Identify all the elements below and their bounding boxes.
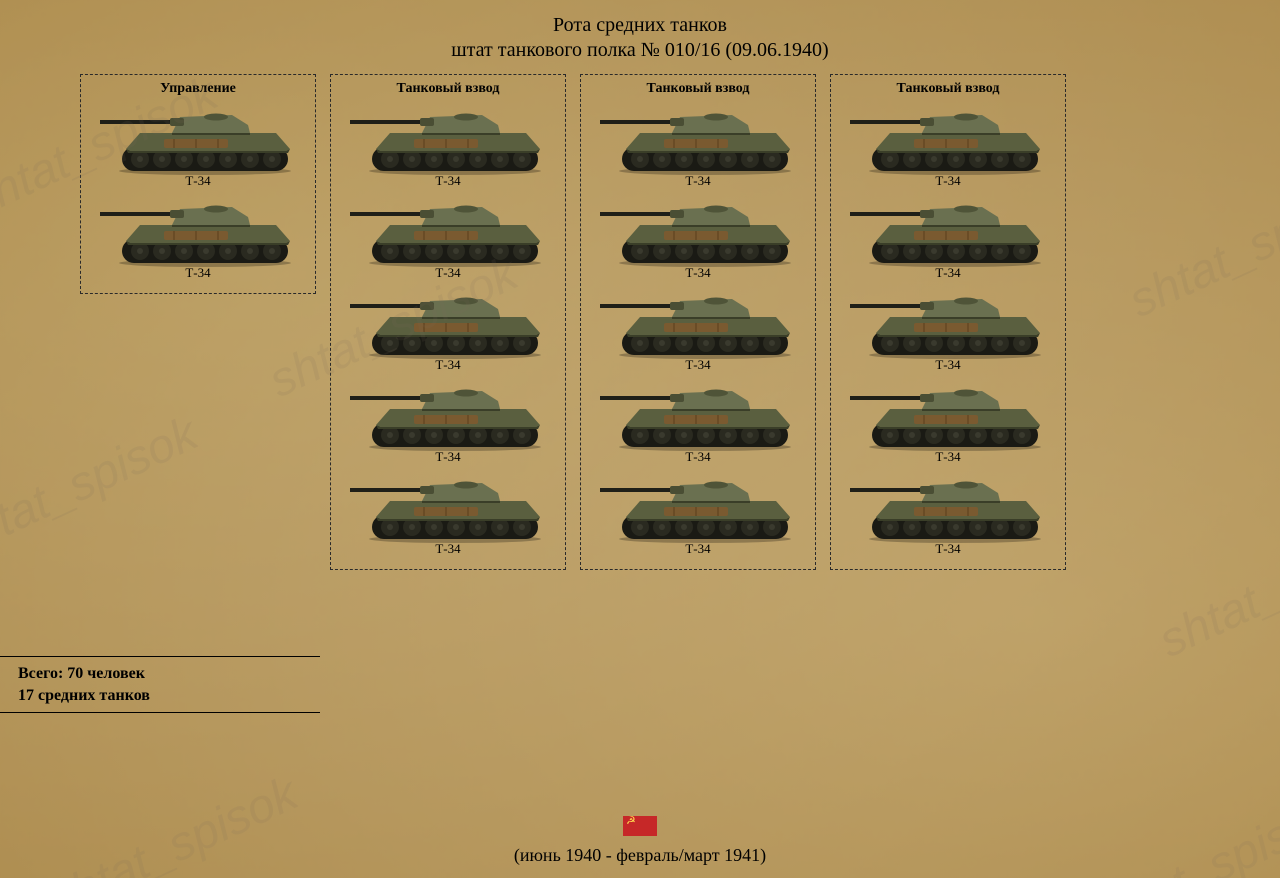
tank-label: Т-34 <box>587 541 809 557</box>
title-line-1: Рота средних танков <box>0 14 1280 37</box>
tank-icon <box>850 101 1046 175</box>
tank-unit: Т-34 <box>337 193 559 281</box>
tank-unit: Т-34 <box>587 377 809 465</box>
column-hq: Управление Т-34 Т-34 <box>80 74 316 294</box>
tank-icon <box>600 285 796 359</box>
tank-icon <box>600 377 796 451</box>
column-title: Управление <box>87 81 309 97</box>
footer: (июнь 1940 - февраль/март 1941) <box>0 816 1280 866</box>
tank-unit: Т-34 <box>337 285 559 373</box>
soviet-flag-icon <box>623 816 657 836</box>
column-platoon-2: Танковый взвод Т-34 Т-34 Т-34 Т-34 Т-34 <box>580 74 816 570</box>
tank-unit: Т-34 <box>337 101 559 189</box>
tank-icon <box>350 101 546 175</box>
tank-label: Т-34 <box>837 173 1059 189</box>
tank-label: Т-34 <box>587 265 809 281</box>
tank-label: Т-34 <box>337 541 559 557</box>
tank-unit: Т-34 <box>837 377 1059 465</box>
tank-icon <box>600 469 796 543</box>
footer-date-range: (июнь 1940 - февраль/март 1941) <box>514 845 766 865</box>
tank-label: Т-34 <box>587 173 809 189</box>
tank-unit: Т-34 <box>837 193 1059 281</box>
tank-icon <box>100 101 296 175</box>
tank-icon <box>600 101 796 175</box>
tank-icon <box>850 469 1046 543</box>
tank-unit: Т-34 <box>87 193 309 281</box>
tank-icon <box>100 193 296 267</box>
column-platoon-3: Танковый взвод Т-34 Т-34 Т-34 Т-34 Т-34 <box>830 74 1066 570</box>
tank-unit: Т-34 <box>587 469 809 557</box>
tank-unit: Т-34 <box>337 377 559 465</box>
chart-header: Рота средних танков штат танкового полка… <box>0 0 1280 62</box>
tank-unit: Т-34 <box>837 469 1059 557</box>
tank-icon <box>350 377 546 451</box>
tank-label: Т-34 <box>837 449 1059 465</box>
tank-label: Т-34 <box>337 449 559 465</box>
tank-label: Т-34 <box>587 449 809 465</box>
tank-icon <box>600 193 796 267</box>
tank-label: Т-34 <box>837 541 1059 557</box>
column-title: Танковый взвод <box>337 81 559 97</box>
summary-box: Всего: 70 человек 17 средних танков <box>0 656 320 713</box>
tank-unit: Т-34 <box>587 101 809 189</box>
tank-label: Т-34 <box>337 265 559 281</box>
tank-icon <box>350 285 546 359</box>
summary-line-2: 17 средних танков <box>18 685 320 707</box>
tank-icon <box>850 193 1046 267</box>
tank-unit: Т-34 <box>87 101 309 189</box>
tank-icon <box>350 469 546 543</box>
column-platoon-1: Танковый взвод Т-34 Т-34 Т-34 Т-34 Т-34 <box>330 74 566 570</box>
tank-label: Т-34 <box>837 265 1059 281</box>
column-title: Танковый взвод <box>837 81 1059 97</box>
title-line-2: штат танкового полка № 010/16 (09.06.194… <box>0 39 1280 62</box>
column-title: Танковый взвод <box>587 81 809 97</box>
tank-unit: Т-34 <box>837 101 1059 189</box>
tank-icon <box>350 193 546 267</box>
tank-label: Т-34 <box>337 357 559 373</box>
tank-label: Т-34 <box>337 173 559 189</box>
tank-label: Т-34 <box>587 357 809 373</box>
summary-line-1: Всего: 70 человек <box>18 663 320 685</box>
tank-unit: Т-34 <box>587 285 809 373</box>
tank-label: Т-34 <box>837 357 1059 373</box>
tank-unit: Т-34 <box>837 285 1059 373</box>
tank-label: Т-34 <box>87 265 309 281</box>
tank-label: Т-34 <box>87 173 309 189</box>
org-chart-grid: Управление Т-34 Т-34 Танковый взвод Т-34… <box>0 62 1280 570</box>
tank-icon <box>850 377 1046 451</box>
tank-icon <box>850 285 1046 359</box>
tank-unit: Т-34 <box>587 193 809 281</box>
tank-unit: Т-34 <box>337 469 559 557</box>
